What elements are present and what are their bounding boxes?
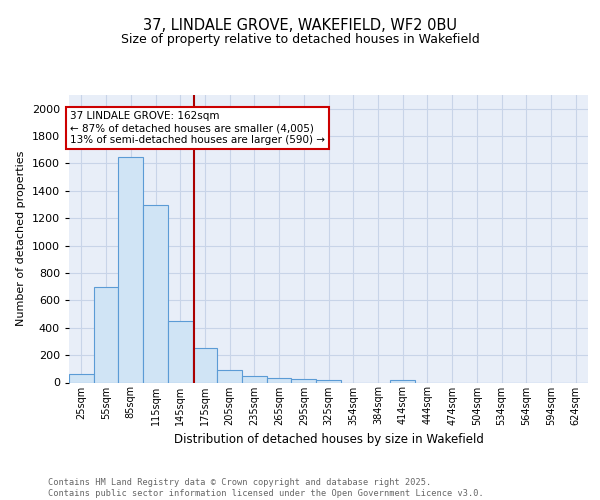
Bar bbox=[390, 380, 415, 382]
Bar bbox=[168, 321, 193, 382]
Bar bbox=[242, 376, 267, 382]
Bar bbox=[267, 378, 292, 382]
Bar bbox=[217, 370, 242, 382]
Text: 37, LINDALE GROVE, WAKEFIELD, WF2 0BU: 37, LINDALE GROVE, WAKEFIELD, WF2 0BU bbox=[143, 18, 457, 32]
Bar bbox=[193, 348, 217, 382]
Bar bbox=[143, 204, 168, 382]
Bar bbox=[118, 156, 143, 382]
Text: Size of property relative to detached houses in Wakefield: Size of property relative to detached ho… bbox=[121, 32, 479, 46]
X-axis label: Distribution of detached houses by size in Wakefield: Distribution of detached houses by size … bbox=[173, 433, 484, 446]
Bar bbox=[94, 286, 118, 382]
Text: Contains HM Land Registry data © Crown copyright and database right 2025.
Contai: Contains HM Land Registry data © Crown c… bbox=[48, 478, 484, 498]
Y-axis label: Number of detached properties: Number of detached properties bbox=[16, 151, 26, 326]
Bar bbox=[69, 374, 94, 382]
Bar bbox=[316, 380, 341, 382]
Bar bbox=[292, 379, 316, 382]
Text: 37 LINDALE GROVE: 162sqm
← 87% of detached houses are smaller (4,005)
13% of sem: 37 LINDALE GROVE: 162sqm ← 87% of detach… bbox=[70, 112, 325, 144]
